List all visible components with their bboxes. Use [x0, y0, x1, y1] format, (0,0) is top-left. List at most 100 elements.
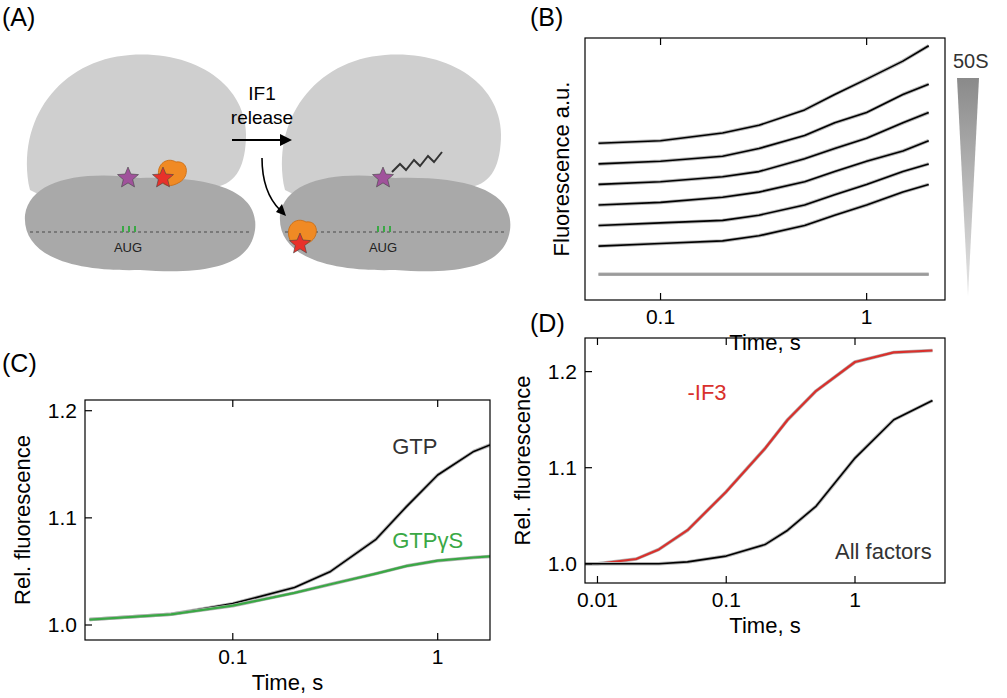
fluorophore [118, 167, 139, 187]
small-subunit [280, 175, 510, 271]
curve-label: -IF3 [687, 380, 726, 405]
peptide [392, 152, 442, 172]
mrna [285, 231, 505, 233]
fit-line [585, 351, 933, 564]
fit-line [599, 164, 929, 226]
panel-letter: (C) [2, 349, 37, 377]
arrow-head [276, 204, 286, 216]
arrow-label: IF1 [248, 83, 275, 104]
annotation: 50S [953, 50, 989, 72]
data-trace [599, 84, 929, 164]
y-tick [85, 410, 92, 411]
x-tick [232, 400, 233, 407]
plot-area [599, 46, 929, 275]
x-tick [866, 38, 867, 45]
x-tick [866, 293, 867, 300]
arrow [232, 139, 282, 141]
y-tick-label: 1.2 [48, 399, 77, 422]
data-trace [599, 113, 929, 185]
fit-line [599, 113, 929, 185]
y-tick [585, 467, 592, 468]
curve-label: GTP [392, 434, 437, 459]
y-axis-title: Rel. fluorescence [510, 376, 535, 546]
curve-label: GTPγS [392, 528, 463, 553]
x-tick [437, 633, 438, 640]
x-tick-label: 0.01 [577, 588, 618, 611]
x-axis-title: Time, s [729, 613, 800, 638]
release-arrow [262, 158, 280, 210]
plot-area [585, 351, 933, 564]
y-tick-label: 1.0 [548, 552, 577, 575]
x-tick [232, 633, 233, 640]
fit-line [599, 184, 929, 246]
figure: (A) AUG AUG IF1 release (B) 0.1 1 Time, s Fluores… [0, 0, 1007, 698]
data-trace [585, 351, 933, 564]
x-tick-label: 1 [432, 645, 444, 668]
codon-mark [128, 226, 130, 232]
fluorophore [290, 233, 311, 253]
x-tick [437, 400, 438, 407]
fit-line [90, 556, 490, 619]
data-trace [599, 46, 929, 144]
data-trace [599, 184, 929, 246]
data-trace [599, 164, 929, 226]
x-tick-label: 1 [861, 305, 873, 328]
x-tick [854, 576, 855, 583]
fluorophore [153, 167, 174, 187]
codon-mark [122, 226, 124, 232]
fit-line [599, 84, 929, 164]
fit-line [90, 445, 490, 620]
y-axis-title: Fluorescence a.u. [549, 82, 574, 257]
codon-label: AUG [114, 240, 142, 255]
codon-mark [134, 226, 136, 232]
frame [585, 338, 945, 583]
data-trace [90, 556, 490, 619]
codon-label: AUG [369, 240, 397, 255]
data-trace [599, 273, 929, 277]
arrow-head [280, 134, 292, 146]
x-tick-label: 0.1 [218, 645, 247, 668]
frame [85, 400, 490, 640]
x-axis-title: Time, s [252, 670, 323, 695]
y-tick-label: 1.1 [548, 456, 577, 479]
codon-mark [377, 226, 379, 232]
x-tick-label: 0.1 [712, 588, 741, 611]
arrow-label: release [231, 107, 293, 128]
data-trace [585, 401, 933, 564]
data-trace [90, 445, 490, 620]
data-trace [599, 141, 929, 205]
curve-label: All factors [835, 539, 932, 564]
x-tick [854, 338, 855, 345]
chart-panel: (D) 0.01 0.1 1 1.0 1.1 1.2 Time, s Rel. fluoresc… [510, 309, 945, 638]
panel-letter: (B) [530, 3, 563, 31]
y-tick [585, 371, 592, 372]
y-tick [85, 517, 92, 518]
x-axis-title: Time, s [729, 330, 800, 355]
x-tick [660, 293, 661, 300]
x-tick [597, 576, 598, 583]
x-tick [726, 576, 727, 583]
y-tick [585, 563, 592, 564]
fit-line [599, 273, 929, 275]
chart-panel: (B) 0.1 1 Time, s Fluorescence a.u. 50S [530, 3, 989, 355]
plot-area [90, 445, 490, 620]
codon-mark [383, 226, 385, 232]
y-tick-label: 1.2 [548, 360, 577, 383]
y-tick [85, 624, 92, 625]
fluorophore [373, 167, 394, 187]
x-tick [660, 38, 661, 45]
fit-line [585, 401, 933, 564]
x-tick-label: 1 [849, 588, 861, 611]
x-tick-label: 0.1 [646, 305, 675, 328]
x-tick [597, 338, 598, 345]
diagram: (A) AUG AUG IF1 release [2, 3, 510, 271]
codon-mark [389, 226, 391, 232]
y-tick-label: 1.1 [48, 506, 77, 529]
y-axis-title: Rel. fluorescence [10, 435, 35, 605]
panel-letter: (D) [530, 309, 565, 337]
chart-panel: (C)0.111.01.11.2Time, sRel. fluorescence… [2, 349, 490, 695]
fit-line [599, 141, 929, 205]
concentration-wedge [957, 78, 979, 296]
panel-letter: (A) [2, 3, 35, 31]
fit-line [599, 46, 929, 144]
